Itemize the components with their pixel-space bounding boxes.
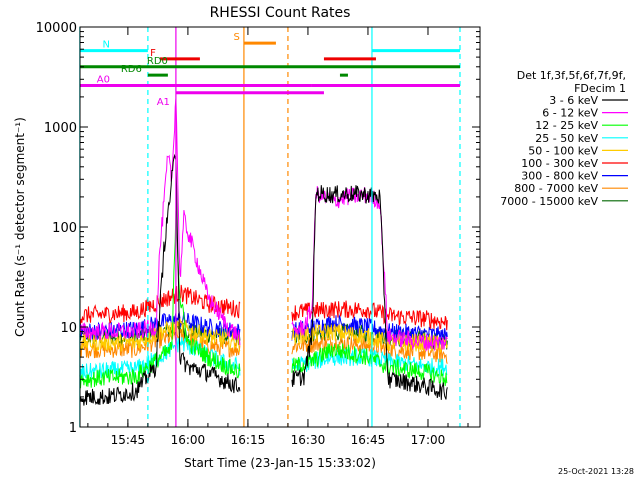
x-tick-label-2: 16:00 bbox=[171, 433, 206, 447]
x-tick-label-3: 16:15 bbox=[231, 433, 266, 447]
x-tick-label-4: 16:30 bbox=[291, 433, 326, 447]
x-axis-label: Start Time (23-Jan-15 15:33:02) bbox=[184, 456, 376, 470]
flag-label-n: N bbox=[103, 40, 110, 51]
x-tick-label-6: 17:00 bbox=[411, 433, 446, 447]
legend-label-2: 6 - 12 keV bbox=[542, 107, 598, 120]
legend-label-3: 12 - 25 keV bbox=[535, 119, 598, 132]
footer-date: 25-Oct-2021 13:28 bbox=[558, 467, 634, 476]
y-tick-label-5: 10000 bbox=[36, 21, 77, 36]
legend-label-5: 50 - 100 keV bbox=[528, 144, 598, 157]
flag-label-a0: A0 bbox=[97, 75, 110, 86]
series-line-1 bbox=[79, 153, 448, 406]
y-tick-label-3: 100 bbox=[52, 221, 77, 236]
y-tick-label-2: 10 bbox=[60, 321, 77, 336]
legend: Det 1f,3f,5f,6f,7f,9f, FDecim 1 3 - 6 ke… bbox=[500, 69, 628, 208]
flag-label-s: S bbox=[234, 32, 240, 43]
flag-label-f: F bbox=[150, 48, 156, 59]
x-tick-label-1: 15:45 bbox=[111, 433, 146, 447]
legend-label-9: 7000 - 15000 keV bbox=[500, 195, 598, 208]
legend-label-8: 800 - 7000 keV bbox=[514, 182, 598, 195]
flag-label-rd0: RD0 bbox=[147, 56, 168, 67]
flag-label-a1: A1 bbox=[157, 97, 170, 108]
series-line-8 bbox=[79, 328, 448, 364]
flag-label-rd6: RD6 bbox=[121, 64, 142, 75]
legend-label-6: 100 - 300 keV bbox=[521, 157, 598, 170]
legend-label-1: 3 - 6 keV bbox=[549, 94, 598, 107]
legend-header-line-2: FDecim 1 bbox=[574, 82, 626, 95]
legend-header-line-1: Det 1f,3f,5f,6f,7f,9f, bbox=[517, 69, 626, 82]
data-layer bbox=[79, 98, 448, 406]
y-tick-label-1: 1 bbox=[69, 421, 77, 436]
axes-layer: 15:45 16:00 16:15 16:30 16:45 17:00 1 10 100 1000… bbox=[36, 21, 480, 447]
chart-title: RHESSI Count Rates bbox=[210, 5, 351, 21]
series-line-3 bbox=[79, 210, 448, 389]
y-tick-label-4: 1000 bbox=[44, 121, 77, 136]
legend-label-7: 300 - 800 keV bbox=[521, 170, 598, 183]
legend-label-4: 25 - 50 keV bbox=[535, 132, 598, 145]
y-axis-label: Count Rate (s⁻¹ detector segment⁻¹) bbox=[13, 117, 27, 337]
x-tick-label-5: 16:45 bbox=[351, 433, 386, 447]
